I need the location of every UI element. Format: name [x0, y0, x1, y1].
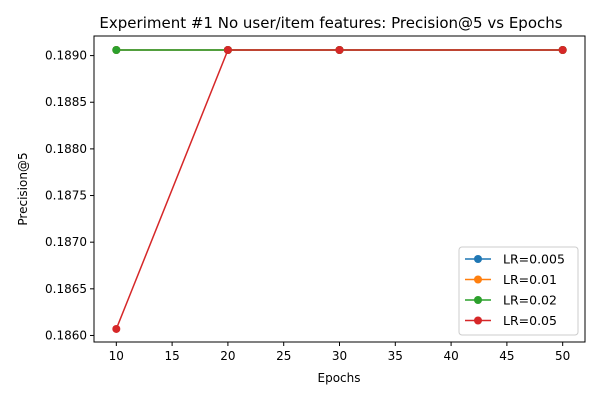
legend-item: LR=0.05	[465, 313, 557, 328]
x-tick-label: 35	[388, 349, 403, 363]
legend-label: LR=0.02	[503, 293, 557, 308]
x-axis: 10 15 20 25 30 35 40 45 50	[109, 342, 570, 363]
y-tick-label: 0.1865	[45, 282, 87, 296]
x-tick-label: 45	[499, 349, 514, 363]
legend-item: LR=0.02	[465, 293, 557, 308]
x-tick-label: 40	[443, 349, 458, 363]
chart-title: Experiment #1 No user/item features: Pre…	[99, 14, 562, 32]
x-tick-label: 50	[555, 349, 570, 363]
y-axis: 0.1860 0.1865 0.1870 0.1875 0.1880 0.1885 0.18…	[45, 49, 94, 342]
x-tick-label: 15	[164, 349, 179, 363]
y-tick-label: 0.1885	[45, 95, 87, 109]
data-point	[223, 45, 232, 54]
x-tick-label: 10	[109, 349, 124, 363]
legend-label: LR=0.005	[503, 252, 565, 267]
legend-marker	[474, 255, 482, 263]
data-point	[112, 45, 121, 54]
series-LR=0.05	[112, 45, 567, 333]
x-tick-label: 30	[332, 349, 347, 363]
x-axis-label: Epochs	[318, 371, 361, 385]
y-tick-label: 0.1875	[45, 189, 87, 203]
y-tick-label: 0.1860	[45, 328, 87, 342]
legend-label: LR=0.05	[503, 313, 557, 328]
legend-marker	[474, 275, 482, 284]
legend-marker	[474, 316, 482, 325]
y-tick-label: 0.1880	[45, 142, 87, 156]
y-axis-label: Precision@5	[16, 152, 30, 225]
series-layer	[112, 45, 567, 333]
legend-item: LR=0.005	[465, 252, 565, 267]
legend-box	[458, 246, 579, 336]
legend-label: LR=0.01	[503, 272, 557, 287]
legend: LR=0.005 LR=0.01 LR=0.02 LR=0.05	[458, 246, 579, 336]
x-tick-label: 20	[220, 349, 235, 363]
y-tick-label: 0.1890	[45, 49, 87, 63]
legend-item: LR=0.01	[465, 272, 557, 287]
x-tick-label: 25	[276, 349, 291, 363]
y-tick-label: 0.1870	[45, 235, 87, 249]
data-point	[335, 45, 344, 54]
data-point	[558, 45, 567, 54]
series-line	[115, 49, 563, 330]
legend-marker	[474, 296, 482, 304]
data-point	[112, 324, 121, 333]
